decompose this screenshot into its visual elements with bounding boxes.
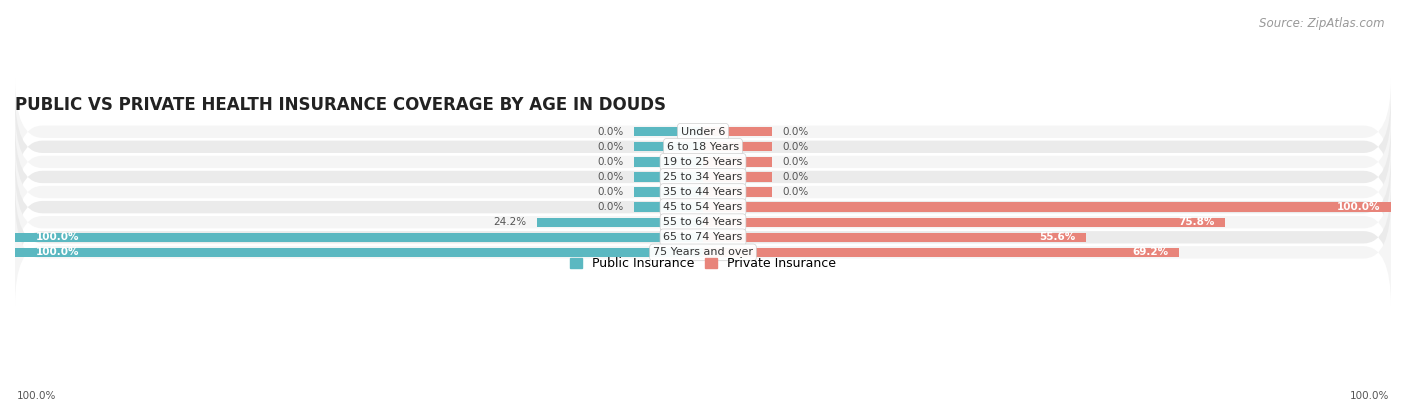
Text: 0.0%: 0.0% <box>782 172 808 182</box>
Bar <box>703 233 1085 242</box>
Bar <box>634 202 703 212</box>
Text: 25 to 34 Years: 25 to 34 Years <box>664 172 742 182</box>
Text: Source: ZipAtlas.com: Source: ZipAtlas.com <box>1260 17 1385 29</box>
Bar <box>634 142 703 152</box>
Text: 100.0%: 100.0% <box>1337 202 1381 212</box>
Text: 0.0%: 0.0% <box>782 187 808 197</box>
FancyBboxPatch shape <box>15 183 1391 292</box>
Text: 75 Years and over: 75 Years and over <box>652 247 754 257</box>
Bar <box>537 218 703 227</box>
Text: 35 to 44 Years: 35 to 44 Years <box>664 187 742 197</box>
Text: 0.0%: 0.0% <box>598 142 624 152</box>
Bar <box>634 127 703 136</box>
Bar <box>703 218 1225 227</box>
Text: 0.0%: 0.0% <box>598 172 624 182</box>
Text: 100.0%: 100.0% <box>35 232 79 242</box>
FancyBboxPatch shape <box>15 153 1391 261</box>
Text: 0.0%: 0.0% <box>598 187 624 197</box>
FancyBboxPatch shape <box>15 78 1391 186</box>
Text: 69.2%: 69.2% <box>1133 247 1168 257</box>
Bar <box>703 142 772 152</box>
Bar <box>703 248 1180 257</box>
Bar <box>15 248 703 257</box>
Bar <box>703 127 772 136</box>
FancyBboxPatch shape <box>15 168 1391 276</box>
FancyBboxPatch shape <box>15 198 1391 306</box>
Text: 0.0%: 0.0% <box>598 157 624 167</box>
Bar <box>634 157 703 166</box>
Bar <box>703 202 1391 212</box>
Text: 45 to 54 Years: 45 to 54 Years <box>664 202 742 212</box>
Text: 0.0%: 0.0% <box>782 142 808 152</box>
Text: 6 to 18 Years: 6 to 18 Years <box>666 142 740 152</box>
Text: 0.0%: 0.0% <box>598 127 624 137</box>
Text: 65 to 74 Years: 65 to 74 Years <box>664 232 742 242</box>
Text: 24.2%: 24.2% <box>494 217 526 227</box>
FancyBboxPatch shape <box>15 123 1391 231</box>
Bar <box>15 233 703 242</box>
Text: 75.8%: 75.8% <box>1178 217 1215 227</box>
Bar <box>634 172 703 182</box>
Text: 55 to 64 Years: 55 to 64 Years <box>664 217 742 227</box>
Text: 19 to 25 Years: 19 to 25 Years <box>664 157 742 167</box>
Text: 100.0%: 100.0% <box>17 391 56 401</box>
Bar <box>703 157 772 166</box>
Text: 0.0%: 0.0% <box>782 127 808 137</box>
FancyBboxPatch shape <box>15 108 1391 216</box>
FancyBboxPatch shape <box>15 93 1391 201</box>
Text: Under 6: Under 6 <box>681 127 725 137</box>
Text: 0.0%: 0.0% <box>598 202 624 212</box>
Text: 0.0%: 0.0% <box>782 157 808 167</box>
Text: PUBLIC VS PRIVATE HEALTH INSURANCE COVERAGE BY AGE IN DOUDS: PUBLIC VS PRIVATE HEALTH INSURANCE COVER… <box>15 96 666 114</box>
Bar <box>703 188 772 197</box>
Bar <box>634 188 703 197</box>
Bar <box>703 172 772 182</box>
Text: 55.6%: 55.6% <box>1039 232 1076 242</box>
Text: 100.0%: 100.0% <box>35 247 79 257</box>
FancyBboxPatch shape <box>15 138 1391 246</box>
Text: 100.0%: 100.0% <box>1350 391 1389 401</box>
Legend: Public Insurance, Private Insurance: Public Insurance, Private Insurance <box>565 252 841 275</box>
